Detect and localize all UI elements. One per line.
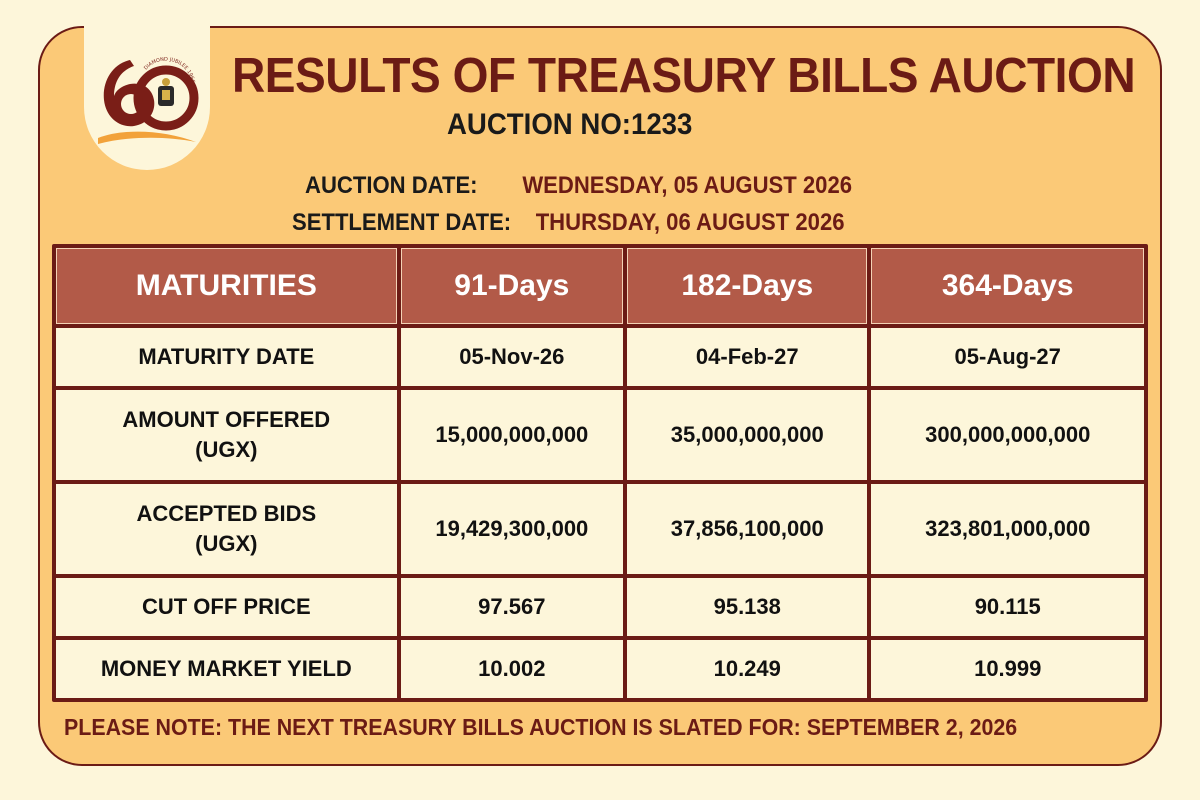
table-cell: 10.999 [871,640,1144,698]
table-row: ACCEPTED BIDS (UGX) 19,429,300,000 37,85… [56,484,1144,574]
column-header-364-days: 364-Days [871,248,1144,324]
next-auction-note: PLEASE NOTE: THE NEXT TREASURY BILLS AUC… [64,714,1018,740]
table-cell: 10.249 [627,640,868,698]
results-table: MATURITIES 91-Days 182-Days 364-Days MAT… [52,244,1148,702]
table-cell: 323,801,000,000 [871,484,1144,574]
table-cell: 35,000,000,000 [627,390,868,480]
row-label-maturity-date: MATURITY DATE [56,328,397,386]
settlement-date-label: SETTLEMENT DATE: [292,209,512,236]
auction-date-label: AUCTION DATE: [305,172,478,199]
page-title: RESULTS OF TREASURY BILLS AUCTION [232,49,1136,103]
row-label-line: ACCEPTED BIDS [136,501,317,526]
table-cell: 90.115 [871,578,1144,636]
table-header-row: MATURITIES 91-Days 182-Days 364-Days [56,248,1144,324]
auction-date-row: AUCTION DATE: WEDNESDAY, 05 AUGUST 2026 [305,172,852,200]
table-cell: 10.002 [400,640,624,698]
column-header-91-days: 91-Days [400,248,624,324]
logo-tab: DIAMOND JUBILEE 1966-2026 [84,20,210,170]
row-label-amount-offered: AMOUNT OFFERED (UGX) [56,390,397,480]
table-cell: 95.138 [627,578,868,636]
column-header-182-days: 182-Days [627,248,868,324]
table-row: MATURITY DATE 05-Nov-26 04-Feb-27 05-Aug… [56,328,1144,386]
table-row: AMOUNT OFFERED (UGX) 15,000,000,000 35,0… [56,390,1144,480]
diamond-jubilee-60-logo: DIAMOND JUBILEE 1966-2026 [84,20,199,144]
table-row: MONEY MARKET YIELD 10.002 10.249 10.999 [56,640,1144,698]
auction-number: AUCTION NO:1233 [447,108,693,141]
table-row: CUT OFF PRICE 97.567 95.138 90.115 [56,578,1144,636]
table-cell: 19,429,300,000 [400,484,624,574]
table-cell: 97.567 [400,578,624,636]
auction-date-value: WEDNESDAY, 05 AUGUST 2026 [522,172,853,199]
row-label-line: AMOUNT OFFERED [122,407,331,432]
table-cell: 15,000,000,000 [400,390,624,480]
column-header-maturities: MATURITIES [56,248,397,324]
settlement-date-row: SETTLEMENT DATE: THURSDAY, 06 AUGUST 202… [292,209,845,237]
row-label-unit: (UGX) [195,531,258,556]
row-label-money-market-yield: MONEY MARKET YIELD [56,640,397,698]
table-cell: 05-Aug-27 [871,328,1144,386]
table-cell: 05-Nov-26 [400,328,624,386]
table-cell: 04-Feb-27 [627,328,868,386]
row-label-cut-off-price: CUT OFF PRICE [56,578,397,636]
table-cell: 300,000,000,000 [871,390,1144,480]
table-cell: 37,856,100,000 [627,484,868,574]
row-label-unit: (UGX) [195,437,258,462]
settlement-date-value: THURSDAY, 06 AUGUST 2026 [535,209,845,236]
row-label-accepted-bids: ACCEPTED BIDS (UGX) [56,484,397,574]
